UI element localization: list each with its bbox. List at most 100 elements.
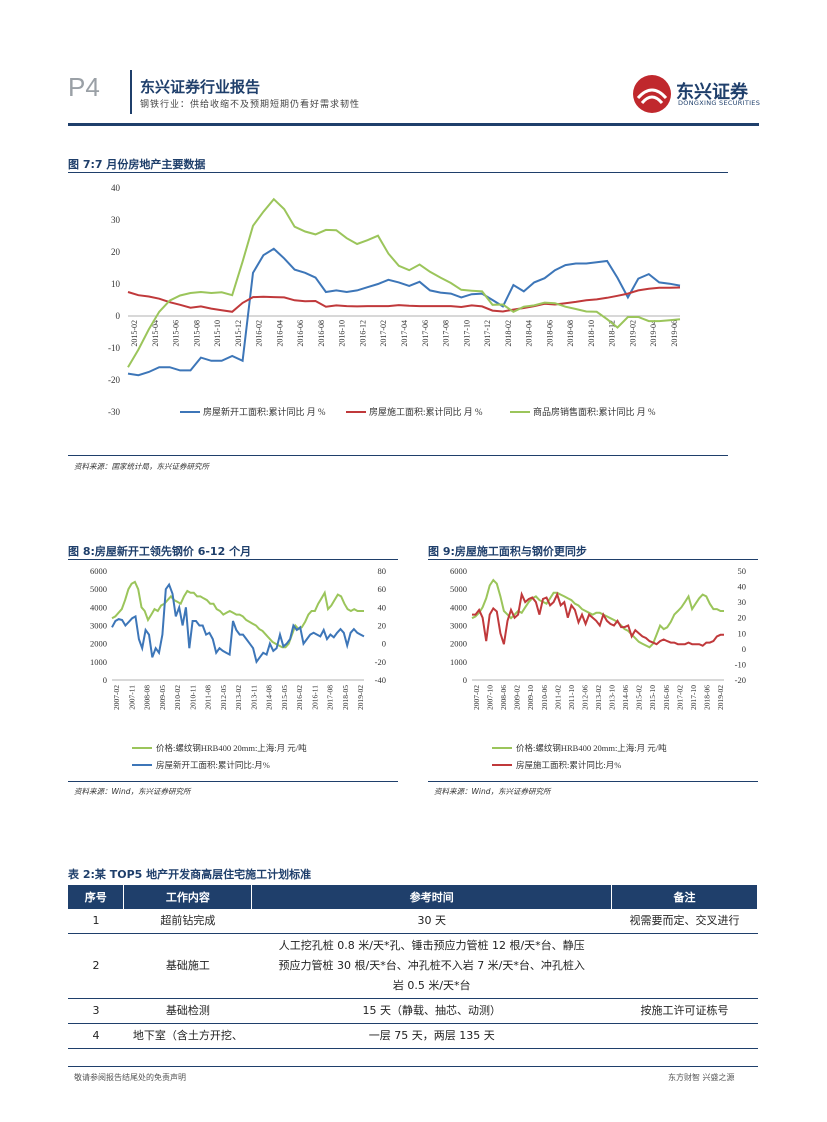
x-tick-label: 2019-04 <box>649 320 658 347</box>
report-subtitle: 钢铁行业：供给收缩不及预期短期仍看好需求韧性 <box>140 100 361 110</box>
fig9-chart: 0 1000 2000 3000 4000 5000 6000 -20 -10 0 10 20 30 40… <box>450 566 747 770</box>
right-y-tick-label: 80 <box>378 566 387 576</box>
right-y-tick-label: -10 <box>735 659 746 669</box>
y-tick-label: 30 <box>111 215 121 225</box>
left-y-tick-label: 0 <box>103 675 107 685</box>
legend-label: 商品房销售面积:累计同比 月 % <box>533 406 656 417</box>
x-tick-label: 2017-02 <box>675 685 684 710</box>
fig8-chart: 0 1000 2000 3000 4000 5000 6000 -40 -20 0 20 40 60 80… <box>90 566 387 770</box>
left-y-tick-label: 1000 <box>90 657 107 667</box>
x-tick-label: 2016-06 <box>296 320 305 347</box>
x-tick-label: 2018-12 <box>608 320 617 347</box>
x-tick-label: 2017-12 <box>483 320 492 347</box>
cell-time: 一层 75 天，两层 135 天 <box>251 1023 612 1049</box>
legend-label: 房屋新开工面积:累计同比:月% <box>156 760 270 770</box>
cell-note: 视需要而定、交叉进行 <box>611 909 758 934</box>
x-tick-label: 2014-08 <box>265 685 274 710</box>
table2-title: 表 2:某 TOP5 地产开发商高层住宅施工计划标准 <box>68 868 312 881</box>
x-tick-label: 2019-02 <box>356 685 365 710</box>
x-tick-label: 2015-12 <box>234 320 243 347</box>
x-tick-label: 2010-11 <box>188 685 197 710</box>
header-rule <box>68 123 759 126</box>
cell-time-line: 预应力管桩 30 根/天*台、冲孔桩不入岩 7 米/天*台、冲孔桩入 <box>278 959 585 972</box>
series-line-1 <box>127 247 681 377</box>
fig7-title-rule <box>68 172 728 173</box>
x-tick-label: 2017-04 <box>400 320 409 347</box>
right-y-tick-label: 20 <box>378 621 387 631</box>
footer-disclaimer: 敬请参阅报告结尾处的免责声明 <box>74 1073 186 1082</box>
report-title: 东兴证券行业报告 <box>140 78 261 96</box>
right-y-tick-label: 50 <box>738 566 747 576</box>
series-line-2 <box>472 591 724 647</box>
x-tick-label: 2013-02 <box>234 685 243 710</box>
right-y-tick-label: 40 <box>738 582 747 592</box>
x-tick-label: 2019-02 <box>628 320 637 347</box>
legend-label: 房屋施工面积:累计同比:月% <box>516 760 621 770</box>
fig7-bottom-rule <box>68 455 728 456</box>
table-row: 4 地下室（含土方开挖、 一层 75 天，两层 135 天 <box>68 1023 758 1049</box>
cell-work: 超前钻完成 <box>123 909 252 934</box>
y-tick-label: -10 <box>108 343 120 353</box>
company-logo-icon <box>632 74 672 114</box>
left-y-tick-label: 5000 <box>90 584 107 594</box>
fig7-source: 资料来源：国家统计局，东兴证券研究所 <box>74 462 209 471</box>
table-row: 1 超前钻完成 30 天 视需要而定、交叉进行 <box>68 909 758 934</box>
cell-note <box>611 1023 758 1049</box>
x-tick-label: 2007-11 <box>127 685 136 710</box>
x-tick-label: 2008-08 <box>143 685 152 710</box>
x-tick-label: 2008-06 <box>499 685 508 710</box>
fig8-source: 资料来源：Wind，东兴证券研究所 <box>74 787 191 796</box>
x-tick-label: 2017-02 <box>379 320 388 347</box>
cell-note: 按施工许可证栋号 <box>611 998 758 1024</box>
x-tick-label: 2016-12 <box>358 320 367 347</box>
x-tick-label: 2015-10 <box>648 685 657 710</box>
x-tick-label: 2012-06 <box>580 685 589 710</box>
col-header: 工作内容 <box>123 885 253 909</box>
header-divider <box>130 70 132 114</box>
x-tick-label: 2017-06 <box>421 320 430 347</box>
x-tick-label: 2014-06 <box>621 685 630 710</box>
x-tick-label: 2016-06 <box>662 685 671 710</box>
x-tick-label: 2018-06 <box>545 320 554 347</box>
right-y-tick-label: 0 <box>382 639 386 649</box>
fig7-title: 图 7:7 月份房地产主要数据 <box>68 158 206 171</box>
x-tick-label: 2007-02 <box>472 685 481 710</box>
right-y-tick-label: -40 <box>375 675 386 685</box>
left-y-tick-label: 5000 <box>450 584 467 594</box>
logo-text-cn: 东兴证券 <box>676 82 748 103</box>
x-tick-label: 2011-10 <box>567 685 576 710</box>
y-tick-label: -20 <box>108 375 120 385</box>
fig9-title: 图 9:房屋施工面积与钢价更同步 <box>428 545 587 558</box>
left-y-tick-label: 3000 <box>90 621 107 631</box>
x-tick-label: 2010-06 <box>540 685 549 710</box>
series-line-2 <box>127 286 681 313</box>
legend-label: 房屋新开工面积:累计同比 月 % <box>203 406 326 417</box>
x-tick-label: 2015-08 <box>192 320 201 347</box>
x-tick-label: 2013-02 <box>594 685 603 710</box>
x-tick-label: 2015-05 <box>280 685 289 710</box>
x-tick-label: 2017-08 <box>326 685 335 710</box>
fig8-title-rule <box>68 559 398 560</box>
table-row: 3 基础检测 15 天（静载、抽芯、动测） 按施工许可证栋号 <box>68 998 758 1024</box>
table2: 序号 工作内容 参考时间 备注 1 超前钻完成 30 天 视需要而定、交叉进行 … <box>68 885 758 1049</box>
fig7-chart: -30 -20 -10 0 10 20 30 40 2015-02 2015-04 2015-06 2… <box>108 183 681 417</box>
fig9-bottom-rule <box>428 781 758 782</box>
legend-label: 价格:螺纹钢HRB400 20mm:上海:月 元/吨 <box>156 743 307 753</box>
left-y-tick-label: 4000 <box>90 602 107 612</box>
cell-time-line: 人工挖孔桩 0.8 米/天*孔、锤击预应力管桩 12 根/天*台、静压 <box>278 939 585 952</box>
series-line-3 <box>127 197 681 368</box>
x-tick-label: 2011-02 <box>553 685 562 710</box>
x-tick-label: 2016-02 <box>295 685 304 710</box>
y-tick-label: 0 <box>116 311 121 321</box>
y-tick-label: 10 <box>111 279 121 289</box>
y-tick-label: 40 <box>111 183 121 193</box>
left-y-tick-label: 6000 <box>450 566 467 576</box>
x-tick-label: 2018-08 <box>566 320 575 347</box>
page-number: P4 <box>68 72 100 102</box>
cell-time: 30 天 <box>251 909 612 934</box>
left-y-tick-label: 0 <box>463 675 467 685</box>
right-y-tick-label: 60 <box>378 584 387 594</box>
left-y-tick-label: 6000 <box>90 566 107 576</box>
legend-label: 价格:螺纹钢HRB400 20mm:上海:月 元/吨 <box>516 743 667 753</box>
x-tick-label: 2009-10 <box>526 685 535 710</box>
